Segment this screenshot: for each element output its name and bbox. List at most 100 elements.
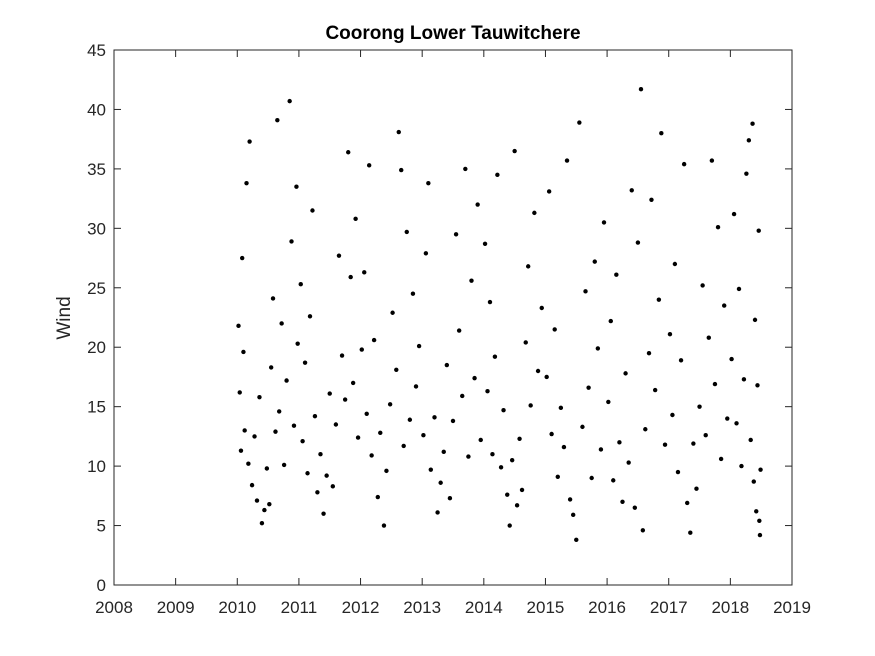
point (281, 462, 287, 468)
point (739, 463, 744, 469)
point (558, 405, 564, 411)
point (342, 397, 348, 402)
point (262, 507, 267, 513)
point (416, 343, 422, 349)
point (525, 264, 531, 269)
point (656, 297, 662, 302)
x-tick-label: 2011 (281, 598, 318, 617)
point (667, 331, 673, 337)
point (514, 503, 520, 508)
point (307, 314, 313, 319)
point (691, 441, 696, 446)
y-tick-label: 5 (97, 517, 106, 536)
point (348, 274, 353, 280)
point (394, 367, 399, 373)
point (729, 356, 734, 362)
point (456, 328, 462, 333)
point (734, 421, 739, 426)
point (310, 208, 315, 213)
point (375, 494, 381, 500)
chart-title: Coorong Lower Tauwitchere (325, 23, 580, 44)
point (694, 486, 699, 491)
point (447, 496, 453, 501)
point (632, 505, 638, 510)
point (620, 499, 625, 504)
point (517, 436, 522, 441)
point (244, 180, 249, 186)
point (709, 158, 715, 163)
point (387, 402, 393, 407)
point (407, 417, 413, 422)
point (635, 240, 641, 245)
point (580, 424, 585, 430)
point (432, 415, 437, 420)
x-tick-label: 2019 (773, 598, 811, 617)
point (482, 241, 488, 246)
point (300, 438, 305, 444)
point (606, 399, 611, 405)
point (611, 478, 616, 483)
point (291, 423, 297, 428)
point (273, 429, 278, 434)
point (505, 492, 510, 497)
point (532, 210, 537, 216)
point (410, 291, 416, 296)
point (567, 497, 573, 502)
point (752, 317, 758, 323)
x-tick-label: 2012 (342, 598, 380, 617)
point (268, 365, 274, 370)
point (396, 129, 401, 135)
point (561, 444, 567, 450)
point (758, 467, 763, 472)
point (257, 394, 262, 400)
point (241, 349, 246, 355)
point (757, 532, 763, 538)
point (490, 452, 495, 457)
point (672, 261, 678, 267)
y-tick-label: 35 (87, 160, 106, 179)
y-tick-label: 25 (87, 279, 106, 298)
point (276, 409, 282, 414)
x-tick-label: 2013 (403, 598, 441, 617)
point (287, 98, 292, 104)
point (469, 278, 474, 283)
point (264, 466, 270, 471)
point (706, 335, 711, 340)
x-tick-label: 2014 (465, 598, 503, 617)
x-tick-label: 2010 (218, 598, 256, 617)
point (741, 377, 747, 382)
point (435, 510, 440, 515)
point (652, 387, 658, 393)
point (700, 283, 705, 288)
point (242, 428, 247, 433)
point (546, 189, 552, 194)
point (318, 452, 323, 457)
point (487, 299, 493, 305)
point (608, 318, 613, 324)
point (535, 368, 541, 374)
point (336, 253, 342, 258)
point (544, 374, 549, 380)
point (703, 433, 708, 438)
point (249, 482, 255, 488)
point (646, 350, 652, 356)
point (333, 422, 339, 427)
point (670, 412, 675, 418)
point (750, 121, 755, 126)
point (460, 393, 465, 399)
point (366, 163, 372, 168)
point (712, 381, 718, 387)
point (552, 327, 557, 332)
point (586, 385, 591, 390)
point (718, 456, 724, 462)
point (512, 148, 517, 154)
point (519, 487, 525, 493)
point (438, 480, 443, 485)
point (279, 321, 284, 326)
point (744, 171, 749, 176)
point (359, 347, 364, 352)
point (413, 384, 419, 389)
point (614, 272, 619, 277)
point (362, 270, 367, 275)
